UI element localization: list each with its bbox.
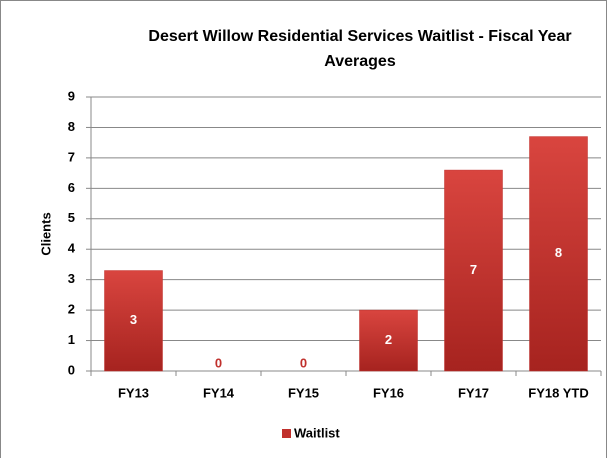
bar — [359, 309, 418, 372]
x-tick-label: FY17 — [458, 385, 489, 400]
y-tick-label: 5 — [68, 210, 75, 225]
bar — [104, 270, 163, 372]
chart-title: Desert Willow Residential Services Waitl… — [148, 28, 572, 70]
legend-label: Waitlist — [294, 425, 340, 440]
y-tick-label: 6 — [68, 180, 75, 195]
x-tick-label: FY14 — [203, 385, 235, 400]
data-label: 0 — [300, 355, 307, 370]
y-axis-label: Clients — [38, 212, 53, 255]
bar — [529, 136, 588, 372]
y-tick-label: 2 — [68, 302, 75, 317]
data-label: 8 — [555, 245, 562, 260]
x-tick-label: FY13 — [118, 385, 149, 400]
data-label: 2 — [385, 332, 392, 347]
data-label: 7 — [470, 262, 477, 277]
y-tick-label: 3 — [68, 271, 75, 286]
data-label: 0 — [215, 355, 222, 370]
x-tick-label: FY18 YTD — [528, 385, 588, 400]
y-tick-label: 0 — [68, 362, 75, 377]
data-label: 3 — [130, 312, 137, 327]
x-tick-label: FY16 — [373, 385, 404, 400]
legend-swatch — [282, 429, 291, 438]
y-tick-label: 1 — [68, 332, 75, 347]
y-tick-label: 7 — [68, 149, 75, 164]
y-tick-label: 4 — [68, 241, 76, 256]
bar — [444, 169, 503, 372]
y-tick-label: 9 — [68, 88, 75, 103]
y-tick-label: 8 — [68, 119, 75, 134]
x-tick-label: FY15 — [288, 385, 319, 400]
